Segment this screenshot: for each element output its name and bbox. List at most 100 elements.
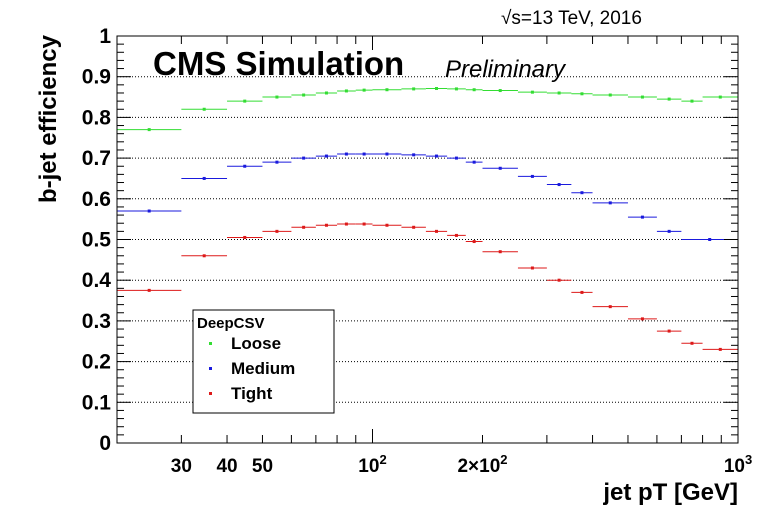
data-point-tight: [372, 223, 402, 227]
marker: [412, 153, 416, 157]
y-tick-label: 1: [99, 25, 111, 48]
marker: [302, 225, 306, 229]
x-tick-label: 102: [358, 452, 386, 477]
marker: [275, 160, 279, 164]
marker: [472, 160, 476, 164]
data-point-tight: [355, 222, 373, 226]
marker: [454, 233, 458, 237]
data-point-medium: [315, 154, 338, 158]
marker: [275, 95, 279, 99]
data-point-medium: [117, 209, 182, 213]
y-tick-label: 0.4: [82, 269, 112, 292]
legend-label: Loose: [231, 334, 281, 353]
marker: [498, 250, 502, 254]
data-point-tight: [181, 254, 228, 258]
marker: [344, 222, 348, 226]
data-point-medium: [517, 174, 547, 178]
marker: [580, 290, 584, 294]
axes-layer: 0 0.1 0.2 0.3 0.4 0.5 0.6 0.7 0.8 0.9 1 30 40 50 102 2×…: [82, 25, 752, 477]
x-tick-label: 30: [171, 456, 192, 477]
data-point-tight: [517, 266, 547, 270]
marker: [202, 176, 206, 180]
data-point-medium: [571, 191, 593, 195]
data-point-tight: [681, 341, 703, 345]
legend: DeepCSV Loose Medium Tight: [192, 309, 335, 414]
preliminary-label: Preliminary: [445, 56, 567, 83]
y-tick-label: 0.6: [82, 188, 111, 211]
data-point-tight: [571, 290, 593, 294]
data-point-tight: [425, 229, 448, 233]
data-point-tight: [401, 225, 426, 229]
data-point-medium: [337, 152, 356, 156]
data-point-tight: [447, 233, 466, 237]
data-point-medium: [465, 160, 483, 164]
y-tick-label: 0.1: [82, 391, 112, 414]
data-point-medium: [425, 154, 448, 158]
data-point-loose: [702, 95, 738, 99]
marker: [690, 99, 694, 103]
data-point-loose: [425, 87, 448, 91]
data-point-tight: [337, 222, 356, 226]
data-point-tight: [291, 225, 316, 229]
marker: [147, 128, 151, 132]
data-point-medium: [482, 166, 518, 170]
data-point-loose: [117, 128, 182, 132]
legend-items: Loose Medium Tight: [209, 334, 295, 403]
legend-marker: [209, 367, 212, 370]
marker: [530, 266, 534, 270]
marker: [608, 305, 612, 309]
legend-marker: [209, 392, 212, 395]
data-point-medium: [546, 183, 572, 187]
data-point-tight: [627, 317, 657, 321]
data-point-medium: [401, 153, 426, 157]
marker: [302, 93, 306, 97]
data-point-loose: [227, 99, 263, 103]
data-point-loose: [372, 88, 402, 92]
marker: [344, 152, 348, 156]
data-point-tight: [656, 329, 682, 333]
marker: [344, 89, 348, 93]
marker: [434, 229, 438, 233]
marker: [580, 92, 584, 96]
marker: [580, 191, 584, 195]
marker: [557, 183, 561, 187]
legend-label: Tight: [231, 384, 273, 403]
marker: [202, 107, 206, 111]
data-point-tight: [262, 229, 292, 233]
marker: [667, 97, 671, 101]
marker: [472, 88, 476, 92]
marker: [640, 317, 644, 321]
data-point-loose: [262, 95, 292, 99]
marker: [324, 91, 328, 95]
data-point-medium: [447, 156, 466, 160]
marker: [275, 229, 279, 233]
marker: [385, 223, 389, 227]
data-point-tight: [117, 288, 182, 292]
marker: [608, 93, 612, 97]
data-point-medium: [227, 164, 263, 168]
y-tick-label: 0.9: [82, 66, 111, 89]
y-axis-label: b-jet efficiency: [35, 34, 62, 203]
data-point-tight: [546, 278, 572, 282]
data-point-loose: [656, 97, 682, 101]
y-tick-label: 0: [99, 432, 111, 455]
data-point-tight: [227, 235, 263, 239]
legend-box: [192, 309, 335, 414]
data-point-medium: [656, 229, 682, 233]
x-tick-label: 50: [252, 456, 273, 477]
data-point-tight: [482, 250, 518, 254]
legend-label: Medium: [231, 359, 295, 378]
data-point-loose: [291, 93, 316, 97]
data-point-tight: [702, 347, 738, 351]
x-tick-label: 2×102: [457, 452, 507, 477]
x-axis-label: jet pT [GeV]: [602, 479, 738, 506]
marker: [324, 223, 328, 227]
data-point-loose: [465, 88, 483, 92]
marker: [385, 152, 389, 156]
marker: [243, 235, 247, 239]
marker: [412, 225, 416, 229]
marker: [324, 154, 328, 158]
legend-item-tight: Tight: [209, 384, 273, 403]
data-point-loose: [315, 91, 338, 95]
